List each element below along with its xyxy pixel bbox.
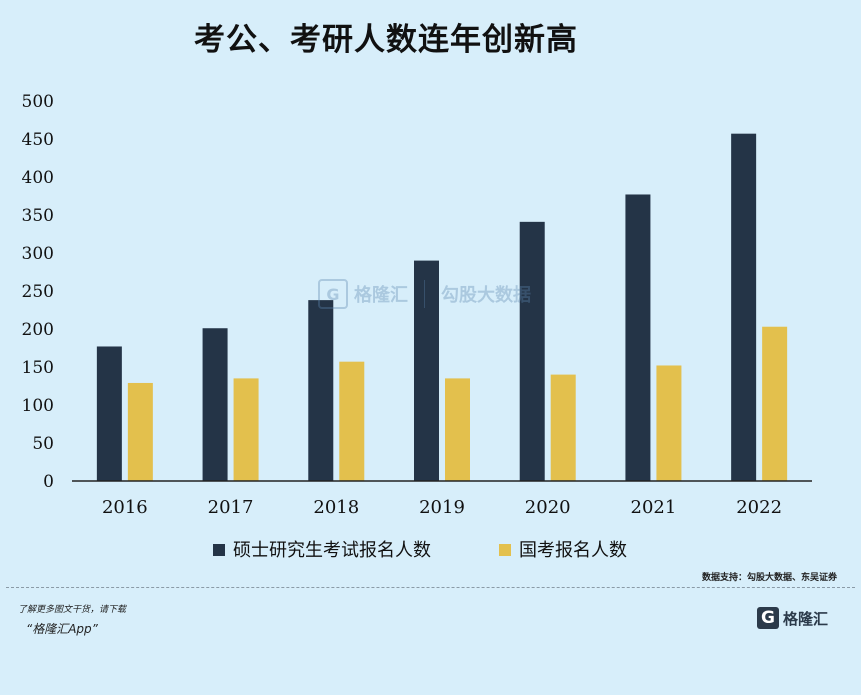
footer-app-name: “格隆汇App”	[26, 622, 98, 636]
watermark-right-text: 勾股大数据	[441, 285, 531, 306]
logo-text: 格隆汇	[783, 609, 829, 628]
bar-civil-service-2021	[656, 365, 682, 481]
x-tick-label: 2020	[525, 497, 571, 518]
legend-swatch	[213, 544, 225, 556]
bar-postgrad-2017	[202, 328, 228, 481]
bar-civil-service-2019	[445, 378, 470, 481]
bar-postgrad-2016	[96, 346, 122, 481]
y-tick-label: 0	[43, 472, 54, 492]
bars	[96, 133, 788, 482]
bar-civil-service-2016	[127, 382, 153, 481]
logo-icon: G	[757, 607, 779, 629]
x-tick-label: 2017	[208, 497, 254, 518]
y-tick-label: 50	[32, 434, 54, 454]
y-axis-ticks: 0 50 100 150 200 250 300 350 400 450 500	[22, 92, 54, 492]
watermark-left-text: 格隆汇	[354, 285, 408, 306]
y-tick-label: 250	[22, 282, 54, 302]
y-tick-label: 200	[22, 320, 54, 340]
x-tick-label: 2021	[631, 497, 677, 518]
x-axis-ticks: 2016 2017 2018 2019 2020 2021 2022	[102, 497, 782, 518]
legend: 硕士研究生考试报名人数 国考报名人数	[213, 540, 627, 561]
bar-civil-service-2018	[339, 361, 365, 481]
legend-label: 国考报名人数	[519, 540, 627, 561]
y-tick-label: 150	[22, 358, 54, 378]
watermark-separator	[424, 280, 425, 308]
y-tick-label: 350	[22, 206, 54, 226]
bar-civil-service-2022	[762, 326, 788, 481]
bar-postgrad-2021	[625, 194, 651, 482]
legend-swatch	[499, 544, 511, 556]
y-tick-label: 300	[22, 244, 54, 264]
x-tick-label: 2022	[736, 497, 782, 518]
y-tick-label: 500	[22, 92, 54, 112]
divider	[6, 587, 855, 588]
footer-download-hint: 了解更多图文干货，请下载	[18, 605, 127, 615]
bar-postgrad-2019	[414, 260, 439, 481]
page-title: 考公、考研人数连年创新高	[194, 22, 578, 58]
bar-civil-service-2020	[550, 374, 576, 481]
source-note: 数据支持：勾股大数据、东吴证券	[701, 573, 837, 583]
x-tick-label: 2019	[419, 497, 465, 518]
footer-logo: G 格隆汇	[757, 604, 839, 632]
x-tick-label: 2016	[102, 497, 148, 518]
watermark: G 格隆汇 勾股大数据	[318, 276, 558, 312]
watermark-logo-icon: G	[318, 279, 348, 309]
y-tick-label: 400	[22, 168, 54, 188]
y-tick-label: 450	[22, 130, 54, 150]
bar-postgrad-2020	[519, 221, 545, 481]
x-tick-label: 2018	[313, 497, 359, 518]
bar-postgrad-2018	[308, 300, 334, 481]
y-tick-label: 100	[22, 396, 54, 416]
bar-civil-service-2017	[233, 378, 259, 481]
legend-label: 硕士研究生考试报名人数	[233, 540, 431, 561]
bar-postgrad-2022	[731, 133, 757, 481]
